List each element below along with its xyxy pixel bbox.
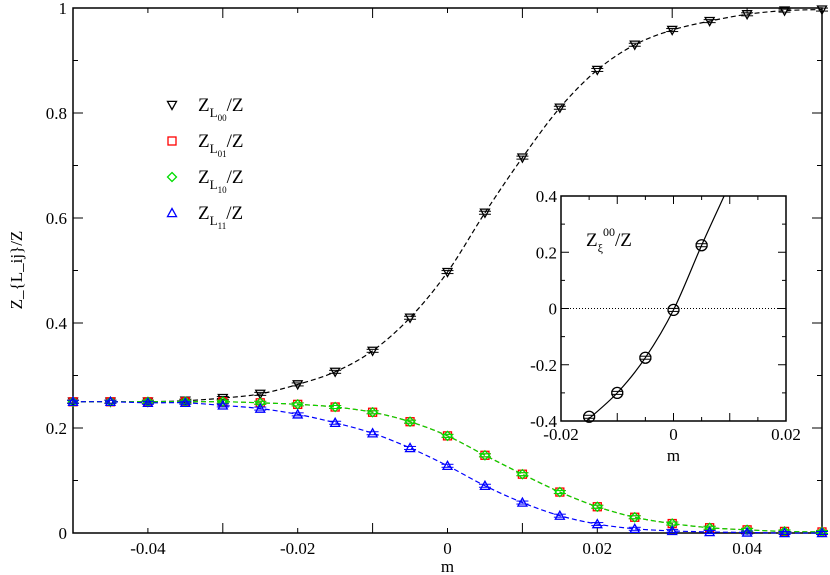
data-point xyxy=(704,526,716,537)
data-point xyxy=(741,526,753,537)
data-point xyxy=(479,479,491,491)
data-point xyxy=(366,427,379,438)
series-line xyxy=(72,401,823,534)
x-axis-label: m xyxy=(441,557,454,575)
data-point xyxy=(217,399,229,410)
data-point xyxy=(254,389,266,400)
data-point xyxy=(329,416,341,428)
data-point xyxy=(816,527,828,538)
data-point xyxy=(741,10,753,21)
inset-y-tick-label: -0.4 xyxy=(530,412,557,431)
data-point xyxy=(479,208,491,219)
data-point xyxy=(666,25,678,36)
data-point xyxy=(778,6,791,17)
x-tick-label: 0 xyxy=(443,539,452,558)
data-point xyxy=(404,416,416,428)
data-point xyxy=(517,469,528,479)
legend-marker xyxy=(166,100,178,111)
data-point xyxy=(554,486,566,498)
data-point xyxy=(479,449,491,461)
legend-label: ZL00/Z xyxy=(198,95,243,123)
legend-item: ZL11/Z xyxy=(166,203,243,231)
inset-data-point xyxy=(582,410,596,423)
data-point xyxy=(366,346,379,357)
data-point xyxy=(666,518,678,529)
data-point xyxy=(591,518,603,529)
data-point xyxy=(629,511,641,523)
legend-label: ZL11/Z xyxy=(198,203,243,231)
inset-y-tick-label: -0.2 xyxy=(530,356,557,375)
x-tick-label: 0.02 xyxy=(582,539,612,558)
legend-label: ZL01/Z xyxy=(198,131,243,159)
inset-x-tick-label: 0.02 xyxy=(771,425,801,444)
legend-label: ZL10/Z xyxy=(198,167,243,195)
data-point xyxy=(591,501,603,513)
inset-x-tick-label: 0 xyxy=(669,425,678,444)
legend-marker xyxy=(167,136,177,146)
y-tick-label: 0.8 xyxy=(46,104,67,123)
data-point xyxy=(329,367,341,378)
x-tick-label: -0.04 xyxy=(130,539,166,558)
y-axis-label: Z_{L_ij}/Z xyxy=(7,231,26,310)
data-point xyxy=(404,442,416,453)
inset-y-tick-label: 0.4 xyxy=(536,187,558,206)
data-point xyxy=(179,396,191,408)
y-tick-label: 0.4 xyxy=(46,314,68,333)
data-point xyxy=(629,522,641,534)
data-point xyxy=(441,459,454,471)
inset-data-point xyxy=(639,351,652,364)
inset-data-point xyxy=(611,386,624,400)
data-point xyxy=(292,408,304,419)
data-point xyxy=(666,525,678,536)
data-point xyxy=(404,313,416,324)
legend-marker xyxy=(166,207,178,218)
data-point xyxy=(329,401,341,413)
y-tick-label: 0 xyxy=(59,524,68,543)
data-point xyxy=(142,396,154,408)
data-point xyxy=(516,468,528,480)
data-point xyxy=(367,406,379,418)
data-point xyxy=(480,450,490,460)
x-tick-label: 0.04 xyxy=(732,539,762,558)
data-point xyxy=(217,393,229,404)
data-point xyxy=(554,103,566,114)
inset-data-point xyxy=(667,303,680,317)
inset-x-tick-label: -0.02 xyxy=(543,425,578,444)
inset-x-axis-label: m xyxy=(667,446,680,465)
data-point xyxy=(816,5,828,16)
x-tick-label: -0.02 xyxy=(280,539,315,558)
data-point xyxy=(591,65,603,76)
y-tick-label: 0.2 xyxy=(46,419,67,438)
data-point xyxy=(442,430,453,442)
legend-item: ZL01/Z xyxy=(167,131,243,159)
data-point xyxy=(778,527,791,538)
data-point xyxy=(254,402,266,413)
data-point xyxy=(67,395,79,407)
series-line xyxy=(72,8,823,403)
data-point xyxy=(704,16,716,27)
legend-item: ZL10/Z xyxy=(166,167,243,195)
inset-y-tick-label: 0 xyxy=(549,300,558,319)
y-tick-label: 0.6 xyxy=(46,209,67,228)
data-point xyxy=(779,526,790,537)
inset-curve xyxy=(585,195,725,422)
data-point xyxy=(554,509,566,520)
data-point xyxy=(441,267,454,278)
inset-data-point xyxy=(695,239,708,252)
data-point xyxy=(104,395,117,407)
series-11 xyxy=(67,395,828,538)
series-line xyxy=(72,401,823,533)
data-point xyxy=(292,380,304,391)
y-tick-label: 1 xyxy=(59,0,68,18)
data-point xyxy=(217,396,229,408)
legend-marker xyxy=(166,171,178,183)
data-point xyxy=(629,40,641,51)
data-point xyxy=(516,153,529,164)
legend-item: ZL00/Z xyxy=(166,95,243,123)
data-point xyxy=(516,496,529,507)
inset-y-tick-label: 0.2 xyxy=(536,243,557,262)
